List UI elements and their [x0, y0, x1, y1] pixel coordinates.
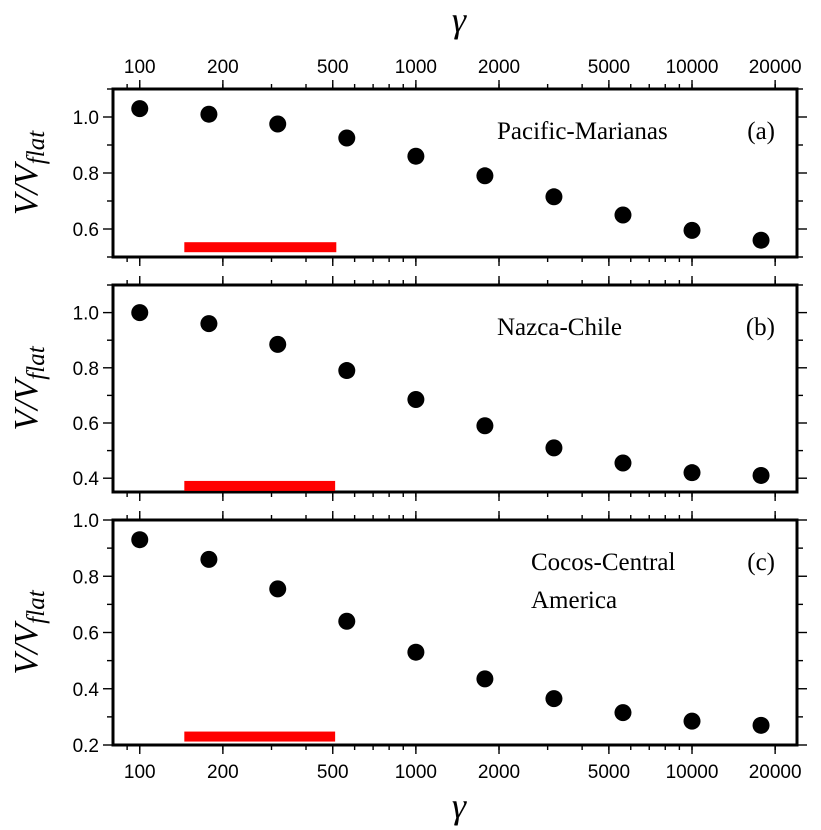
data-point [476, 167, 494, 185]
data-point [752, 231, 770, 249]
y-tick-label: 0.6 [73, 624, 99, 645]
y-tick-label: 0.6 [73, 414, 99, 435]
data-point [269, 115, 287, 133]
panels: 0.60.81.0V/Vflat Pacific-Marianas (a)0.40.… [8, 80, 807, 757]
bottom-x-tick-labels: 100 200 500 1000 2000 5000 10000 20000 [124, 762, 802, 783]
panel-a: 0.6 0.8 1.0 V/Vflat Pacific-Marianas (a) [8, 80, 807, 266]
panel-annotation: Pacific-Marianas [497, 118, 668, 145]
x-tick-label: 500 [317, 57, 349, 78]
y-axis-label: V/Vflat [8, 130, 50, 215]
data-point [407, 391, 425, 409]
x-tick-label: 1000 [395, 762, 437, 783]
panel-c: 0.2 0.4 0.6 0.8 1.0 V/Vflat Cocos-Central Ameri… [8, 511, 807, 757]
data-point [269, 335, 287, 353]
y-tick-label: 0.8 [73, 359, 99, 380]
data-point [338, 129, 356, 147]
x-tick-label: 100 [124, 762, 156, 783]
x-tick-label: 5000 [588, 57, 630, 78]
y-tick-label: 1.0 [73, 304, 99, 325]
data-point [131, 100, 149, 118]
data-point [614, 454, 632, 472]
y-tick-label: 1.0 [73, 108, 99, 129]
data-point [545, 690, 563, 708]
y-tick-label: 0.2 [73, 736, 99, 757]
highlight-bar [184, 480, 336, 491]
data-point [683, 221, 701, 239]
x-tick-label: 2000 [478, 57, 520, 78]
data-point [752, 466, 770, 484]
data-point [269, 580, 287, 598]
data-point [407, 147, 425, 165]
x-tick-label: 200 [207, 762, 239, 783]
y-tick-label: 0.8 [73, 567, 99, 588]
data-point [614, 206, 632, 224]
bottom-x-axis-label: γ [452, 786, 467, 826]
y-tick-label: 0.8 [73, 164, 99, 185]
data-point [752, 716, 770, 734]
panel-label: (c) [747, 549, 775, 576]
data-point [683, 712, 701, 730]
x-tick-label: 1000 [395, 57, 437, 78]
x-tick-label: 500 [317, 762, 349, 783]
panel-annotation: America [531, 587, 617, 614]
data-point [545, 188, 563, 206]
x-tick-label: 10000 [666, 57, 719, 78]
data-point [407, 643, 425, 661]
panel-label: (a) [747, 118, 775, 145]
y-tick-label: 0.4 [73, 680, 100, 701]
top-x-tick-labels: 100 200 500 1000 2000 5000 10000 20000 [124, 57, 802, 78]
data-point [683, 464, 701, 482]
highlight-bar [184, 731, 336, 742]
x-tick-label: 100 [124, 57, 156, 78]
y-axis-label: V/Vflat [8, 589, 50, 674]
data-point [545, 439, 563, 457]
panel-frame [111, 283, 799, 494]
data-point [476, 417, 494, 435]
data-point [131, 304, 149, 322]
panel-annotation: Cocos-Central [531, 549, 675, 576]
data-point [614, 704, 632, 722]
y-tick-label: 0.6 [73, 220, 99, 241]
x-tick-label: 20000 [749, 57, 802, 78]
x-tick-label: 2000 [478, 762, 520, 783]
y-axis-label: V/Vflat [8, 345, 50, 430]
data-point [200, 105, 218, 123]
data-point [338, 362, 356, 380]
top-x-axis-label: γ [452, 0, 467, 40]
data-point [476, 670, 494, 688]
data-point [131, 531, 149, 549]
x-tick-label: 5000 [588, 762, 630, 783]
data-point [200, 550, 218, 568]
panel-frame [111, 518, 799, 747]
panel-b: 0.4 0.6 0.8 1.0 V/Vflat Nazca-Chile (b) [8, 276, 807, 501]
data-point [200, 315, 218, 333]
highlight-bar [184, 242, 337, 253]
x-tick-label: 20000 [749, 762, 802, 783]
panel-annotation: Nazca-Chile [497, 314, 622, 341]
x-tick-label: 10000 [666, 762, 719, 783]
panel-label: (b) [746, 314, 775, 341]
y-tick-label: 1.0 [73, 511, 99, 532]
x-tick-label: 200 [207, 57, 239, 78]
y-tick-label: 0.4 [73, 469, 100, 490]
data-point [338, 612, 356, 630]
